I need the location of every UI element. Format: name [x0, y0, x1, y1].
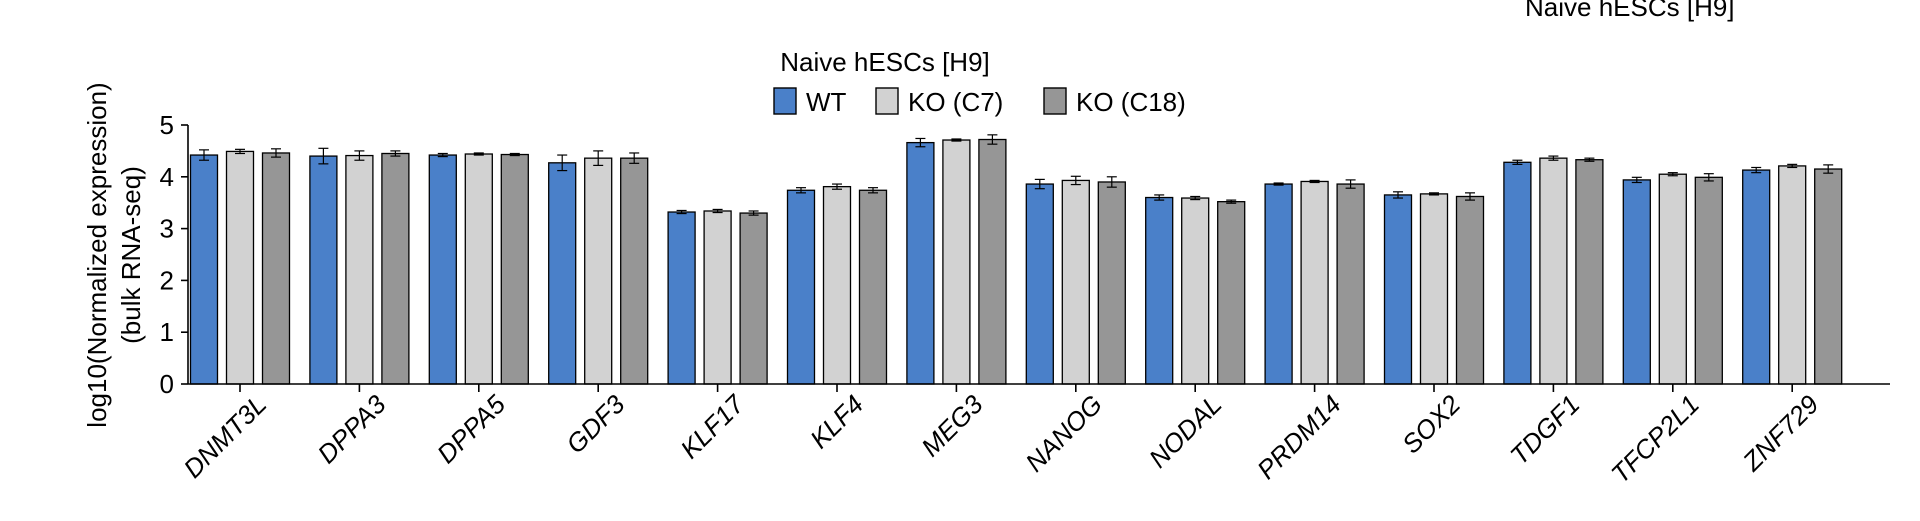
- y-axis-label: log10(Normalized expression) (bulk RNA-se…: [82, 82, 146, 427]
- bar: [1814, 168, 1843, 385]
- y-tick-label: 3: [160, 214, 174, 244]
- bar: [225, 150, 255, 385]
- bar: [1336, 183, 1365, 385]
- bar: [822, 185, 852, 385]
- bar: [1778, 165, 1807, 385]
- bar: [739, 212, 768, 385]
- bar: [786, 189, 816, 385]
- bar: [703, 210, 732, 385]
- bar: [978, 138, 1007, 385]
- bar: [1694, 176, 1723, 385]
- bar: [667, 211, 696, 385]
- y-tick-label: 2: [160, 265, 174, 295]
- x-tick-label: KLF4: [804, 389, 869, 454]
- bar: [1539, 157, 1568, 385]
- chart-title: Naive hESCs [H9]: [780, 47, 990, 77]
- y-tick-label: 0: [160, 369, 174, 399]
- bar: [1097, 181, 1126, 385]
- y-axis-label-line: log10(Normalized expression): [82, 82, 112, 427]
- x-tick-label: DPPA3: [311, 389, 392, 470]
- bar: [858, 189, 888, 385]
- bar: [189, 154, 219, 385]
- legend: WT KO (C7) KO (C18): [773, 87, 1186, 117]
- corner-title-fragment: Naive hESCs [H9]: [1525, 0, 1735, 22]
- bar: [548, 162, 577, 385]
- bar: [1742, 169, 1771, 385]
- bar: [464, 153, 493, 385]
- x-tick-label: NANOG: [1019, 389, 1108, 478]
- bar: [261, 152, 291, 385]
- bar: [309, 155, 338, 385]
- bar: [428, 154, 457, 385]
- bar: [1622, 179, 1651, 385]
- y-tick-label: 1: [160, 317, 174, 347]
- bar: [942, 139, 971, 385]
- legend-label: KO (C7): [908, 87, 1003, 117]
- bar: [1181, 197, 1210, 385]
- bar: [381, 152, 410, 385]
- bar: [1264, 183, 1293, 385]
- x-axis: DNMT3L DPPA3 DPPA5 GDF3 KLF17 KLF4 MEG3 NANOG NO…: [177, 383, 1890, 489]
- y-tick-label: 4: [160, 162, 174, 192]
- bar: [1575, 159, 1604, 385]
- legend-swatch: [773, 87, 797, 115]
- bar: [1217, 201, 1246, 385]
- bar: [1383, 194, 1413, 385]
- bar: [1145, 196, 1174, 385]
- x-tick-label: MEG3: [915, 389, 989, 463]
- bar: [500, 153, 529, 385]
- bar: [584, 157, 613, 385]
- x-tick-label: KLF17: [674, 388, 750, 464]
- bar: [1061, 179, 1090, 385]
- x-tick-label: PRDM14: [1251, 389, 1347, 485]
- bar: [1419, 193, 1449, 385]
- x-tick-label: ZNF729: [1736, 389, 1824, 477]
- bar: [1658, 173, 1687, 385]
- legend-label: KO (C18): [1076, 87, 1186, 117]
- bar: [620, 157, 649, 385]
- x-tick-label: TFCP2L1: [1605, 389, 1705, 489]
- legend-swatch: [875, 87, 899, 115]
- y-axis: 0 1 2 3 4 5: [160, 110, 189, 399]
- x-tick-label: NODAL: [1143, 389, 1228, 474]
- bar: [1503, 161, 1532, 385]
- bar: [906, 141, 935, 385]
- x-tick-label: DPPA5: [431, 389, 512, 470]
- bars: [189, 134, 1843, 385]
- bar: [345, 154, 374, 385]
- x-tick-label: GDF3: [560, 389, 631, 460]
- x-tick-label: DNMT3L: [177, 389, 272, 484]
- bar: [1025, 183, 1054, 385]
- legend-label: WT: [806, 87, 847, 117]
- y-axis-label-line: (bulk RNA-seq): [116, 166, 146, 344]
- y-tick-label: 5: [160, 110, 174, 140]
- x-tick-label: SOX2: [1396, 389, 1467, 460]
- legend-swatch: [1043, 87, 1067, 115]
- bar: [1300, 180, 1329, 385]
- bar: [1455, 195, 1485, 385]
- x-tick-label: TDGF1: [1504, 389, 1585, 470]
